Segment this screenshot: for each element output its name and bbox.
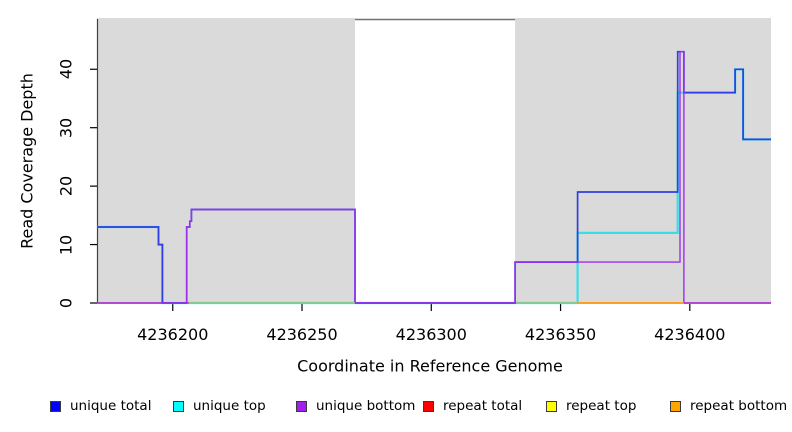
- legend-swatch-icon: [670, 400, 681, 412]
- y-tick-label: 40: [56, 59, 76, 80]
- legend-item-repeat-top: repeat top: [546, 396, 636, 416]
- series-unique-bottom-line: [97, 51, 771, 304]
- y-axis-title: Read Coverage Depth: [17, 73, 37, 249]
- legend-label: repeat top: [566, 398, 637, 414]
- legend-swatch-icon: [546, 400, 557, 412]
- legend-swatch-icon: [423, 400, 434, 412]
- legend: unique total unique top unique bottom repea…: [0, 396, 792, 418]
- legend-label: unique total: [70, 398, 152, 414]
- covered-region-right: [515, 19, 771, 303]
- legend-swatch-icon: [50, 400, 61, 412]
- x-tick-label: 4236400: [654, 325, 726, 344]
- x-tick-label: 4236200: [137, 325, 209, 344]
- legend-item-unique-total: unique total: [50, 396, 151, 416]
- legend-label: repeat total: [443, 398, 523, 414]
- legend-item-repeat-bottom: repeat bottom: [670, 396, 787, 416]
- legend-label: unique top: [193, 398, 266, 414]
- legend-swatch-icon: [173, 400, 184, 412]
- x-tick-label: 4236250: [266, 325, 338, 344]
- y-tick-label: 10: [56, 234, 76, 255]
- x-tick-label: 4236300: [395, 325, 467, 344]
- legend-swatch-icon: [296, 400, 307, 412]
- legend-label: unique bottom: [316, 398, 416, 414]
- covered-region-left: [97, 19, 356, 303]
- legend-item-unique-top: unique top: [173, 396, 266, 416]
- y-tick-label: 0: [56, 297, 76, 309]
- legend-label: repeat bottom: [690, 398, 788, 414]
- y-tick-label: 30: [56, 117, 76, 138]
- x-tick-label: 4236350: [524, 325, 597, 344]
- legend-item-unique-bottom: unique bottom: [296, 396, 415, 416]
- legend-item-repeat-total: repeat total: [423, 396, 522, 416]
- y-tick-label: 20: [56, 175, 76, 197]
- x-axis-title: Coordinate in Reference Genome: [297, 356, 563, 376]
